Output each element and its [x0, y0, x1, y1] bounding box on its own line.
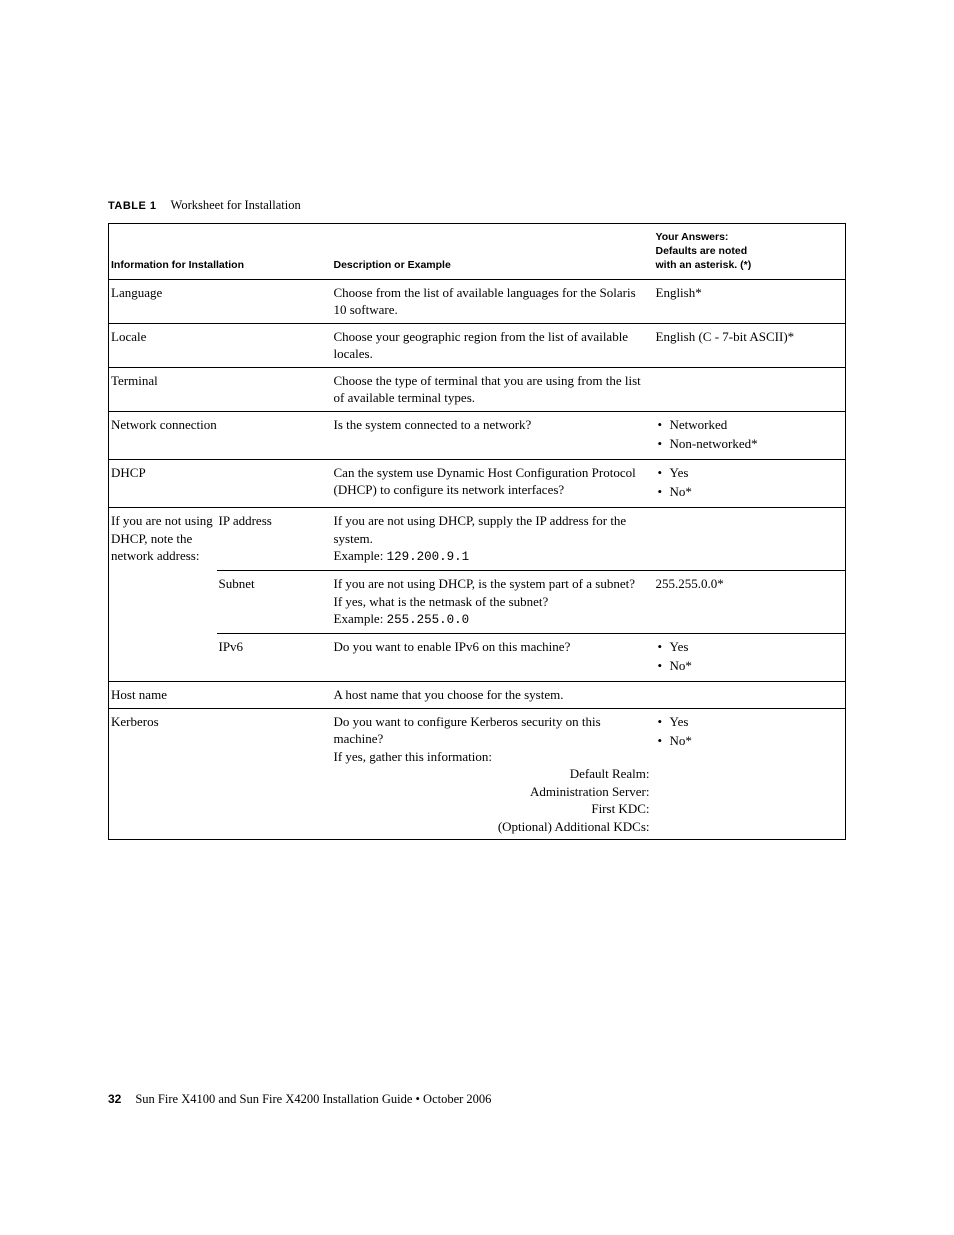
- bullet-item: No*: [670, 657, 844, 675]
- bullet-item: Non-networked*: [670, 435, 844, 453]
- row-kerberos: Kerberos Do you want to configure Kerber…: [109, 708, 846, 840]
- cell-label: Host name: [109, 682, 332, 709]
- cell-desc: Choose your geographic region from the l…: [332, 323, 654, 367]
- row-ipv6: IPv6 Do you want to enable IPv6 on this …: [109, 633, 846, 681]
- bullet-item: Networked: [670, 416, 844, 434]
- cell-ans: [654, 507, 846, 570]
- row-terminal: Terminal Choose the type of terminal tha…: [109, 367, 846, 411]
- row-network-connection: Network connection Is the system connect…: [109, 411, 846, 459]
- page-content: TABLE 1 Worksheet for Installation Inform…: [0, 0, 954, 840]
- footer-text: Sun Fire X4100 and Sun Fire X4200 Instal…: [135, 1092, 491, 1106]
- cell-desc: Choose from the list of available langua…: [332, 279, 654, 323]
- header-ans: Your Answers: Defaults are noted with an…: [654, 224, 846, 280]
- cell-label: Kerberos: [109, 708, 332, 840]
- cell-label: Terminal: [109, 367, 332, 411]
- cell-ans: Yes No*: [654, 459, 846, 507]
- header-info: Information for Installation: [109, 224, 332, 280]
- cell-sub-label: IP address: [217, 507, 332, 570]
- cell-label: Language: [109, 279, 332, 323]
- cell-label: Network connection: [109, 411, 332, 459]
- table-caption-label: TABLE 1: [108, 200, 157, 212]
- page-number: 32: [108, 1092, 121, 1106]
- table-caption-title: Worksheet for Installation: [171, 198, 301, 212]
- installation-worksheet-table: Information for Installation Description…: [108, 223, 846, 840]
- cell-ans: Yes No*: [654, 633, 846, 681]
- cell-ans: Yes No*: [654, 708, 846, 840]
- bullet-item: Yes: [670, 638, 844, 656]
- cell-desc: Do you want to enable IPv6 on this machi…: [332, 633, 654, 681]
- bullet-item: No*: [670, 732, 844, 750]
- header-desc: Description or Example: [332, 224, 654, 280]
- table-header-row: Information for Installation Description…: [109, 224, 846, 280]
- bullet-item: No*: [670, 483, 844, 501]
- row-dhcp: DHCP Can the system use Dynamic Host Con…: [109, 459, 846, 507]
- cell-label: Locale: [109, 323, 332, 367]
- row-locale: Locale Choose your geographic region fro…: [109, 323, 846, 367]
- cell-ans: [654, 367, 846, 411]
- table-caption: TABLE 1 Worksheet for Installation: [108, 198, 846, 213]
- cell-ans: English (C - 7-bit ASCII)*: [654, 323, 846, 367]
- row-subnet: Subnet If you are not using DHCP, is the…: [109, 570, 846, 633]
- cell-desc: Is the system connected to a network?: [332, 411, 654, 459]
- cell-desc: Do you want to configure Kerberos securi…: [332, 708, 654, 840]
- kerberos-admin-server: Administration Server:: [334, 783, 652, 801]
- kerberos-first-kdc: First KDC:: [334, 800, 652, 818]
- cell-desc: A host name that you choose for the syst…: [332, 682, 654, 709]
- row-language: Language Choose from the list of availab…: [109, 279, 846, 323]
- cell-sub-label: Subnet: [217, 570, 332, 633]
- cell-ans: Networked Non-networked*: [654, 411, 846, 459]
- cell-label: DHCP: [109, 459, 332, 507]
- kerberos-default-realm: Default Realm:: [334, 765, 652, 783]
- cell-ans: [654, 682, 846, 709]
- bullet-item: Yes: [670, 713, 844, 731]
- cell-desc: If you are not using DHCP, is the system…: [332, 570, 654, 633]
- bullet-item: Yes: [670, 464, 844, 482]
- kerberos-additional-kdcs: (Optional) Additional KDCs:: [334, 818, 652, 836]
- row-host-name: Host name A host name that you choose fo…: [109, 682, 846, 709]
- cell-ans: 255.255.0.0*: [654, 570, 846, 633]
- cell-group-label: If you are not using DHCP, note the netw…: [109, 507, 217, 681]
- cell-desc: Can the system use Dynamic Host Configur…: [332, 459, 654, 507]
- row-ip-address: If you are not using DHCP, note the netw…: [109, 507, 846, 570]
- cell-sub-label: IPv6: [217, 633, 332, 681]
- cell-desc: Choose the type of terminal that you are…: [332, 367, 654, 411]
- cell-ans: English*: [654, 279, 846, 323]
- cell-desc: If you are not using DHCP, supply the IP…: [332, 507, 654, 570]
- page-footer: 32 Sun Fire X4100 and Sun Fire X4200 Inst…: [108, 1092, 491, 1107]
